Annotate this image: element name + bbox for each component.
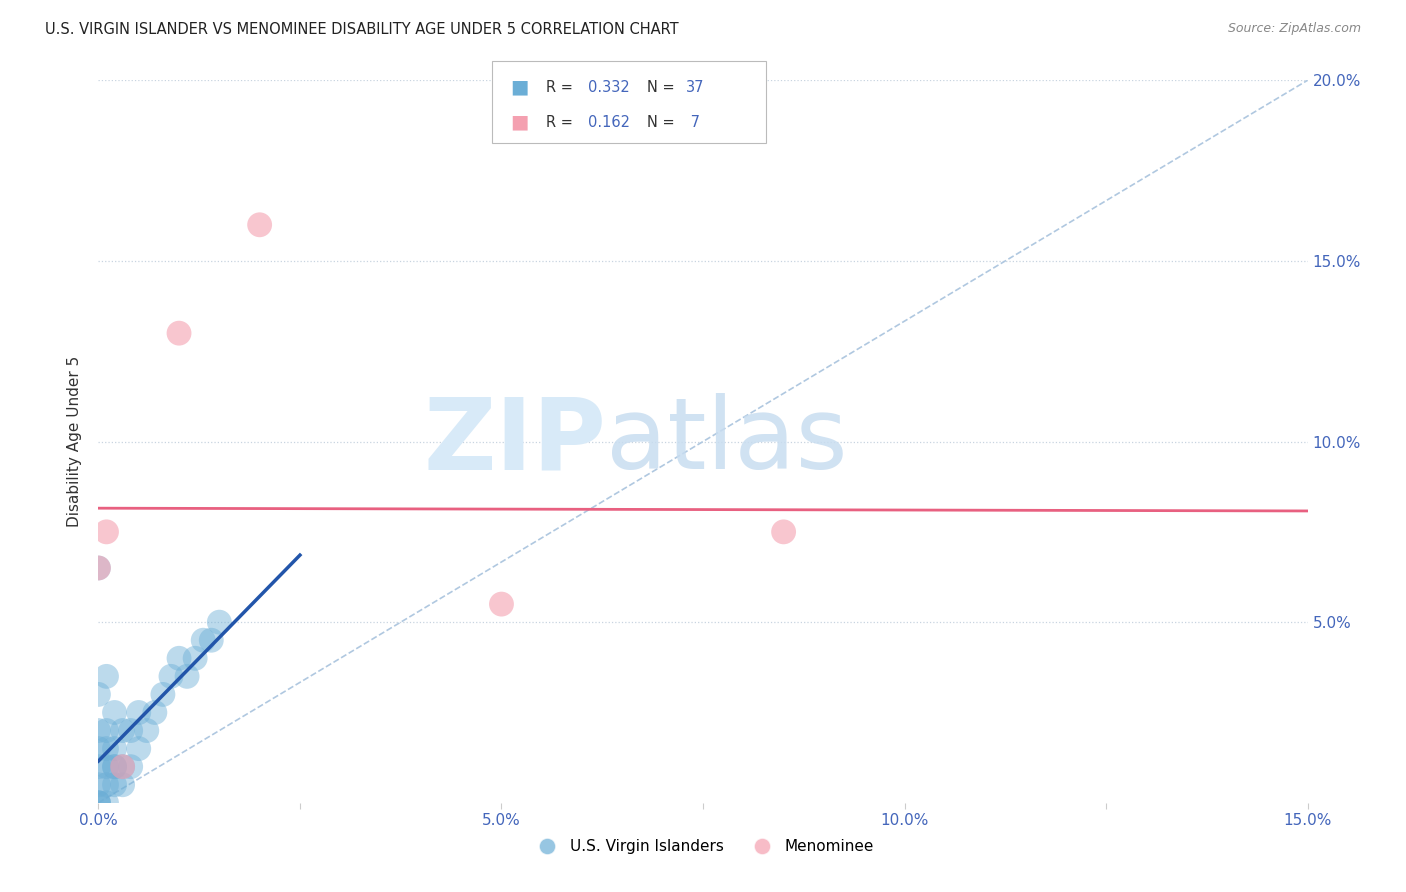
Point [87,741,110,756]
Text: N =: N = [647,79,679,95]
Point [96,669,118,683]
Point [167,326,190,340]
Text: 37: 37 [686,79,704,95]
Point [87,796,110,810]
Point [128,706,150,720]
Text: ■: ■ [510,112,529,132]
Text: atlas: atlas [606,393,848,490]
Point [96,524,118,539]
Point [120,760,142,774]
Point [167,651,190,665]
Text: ZIP: ZIP [423,393,606,490]
Point [208,615,231,630]
Point [193,633,215,648]
Point [87,561,110,575]
Text: 7: 7 [686,115,700,129]
Point [111,760,134,774]
Point [103,760,125,774]
Legend: U.S. Virgin Islanders, Menominee: U.S. Virgin Islanders, Menominee [526,833,880,860]
Point [87,796,110,810]
Point [135,723,157,738]
Text: 0.332: 0.332 [588,79,630,95]
Point [176,669,198,683]
Text: 0.162: 0.162 [588,115,630,129]
Point [96,741,118,756]
Point [184,651,207,665]
Point [103,778,125,792]
Point [103,741,125,756]
Point [96,760,118,774]
Point [96,723,118,738]
Point [87,561,110,575]
Point [111,723,134,738]
Point [491,597,513,611]
Point [160,669,183,683]
Point [249,218,271,232]
Point [87,778,110,792]
Point [128,741,150,756]
Y-axis label: Disability Age Under 5: Disability Age Under 5 [67,356,83,527]
Text: N =: N = [647,115,679,129]
Point [143,706,166,720]
Point [87,796,110,810]
Text: Source: ZipAtlas.com: Source: ZipAtlas.com [1227,22,1361,36]
Point [103,760,125,774]
Text: ■: ■ [510,78,529,96]
Point [96,796,118,810]
Text: U.S. VIRGIN ISLANDER VS MENOMINEE DISABILITY AGE UNDER 5 CORRELATION CHART: U.S. VIRGIN ISLANDER VS MENOMINEE DISABI… [45,22,679,37]
Point [152,687,174,701]
Point [772,524,794,539]
Point [96,778,118,792]
Text: R =: R = [546,115,576,129]
Point [120,723,142,738]
Point [87,760,110,774]
Text: R =: R = [546,79,576,95]
Point [111,778,134,792]
Point [87,687,110,701]
Point [111,760,134,774]
Point [200,633,222,648]
Point [87,723,110,738]
Point [103,706,125,720]
